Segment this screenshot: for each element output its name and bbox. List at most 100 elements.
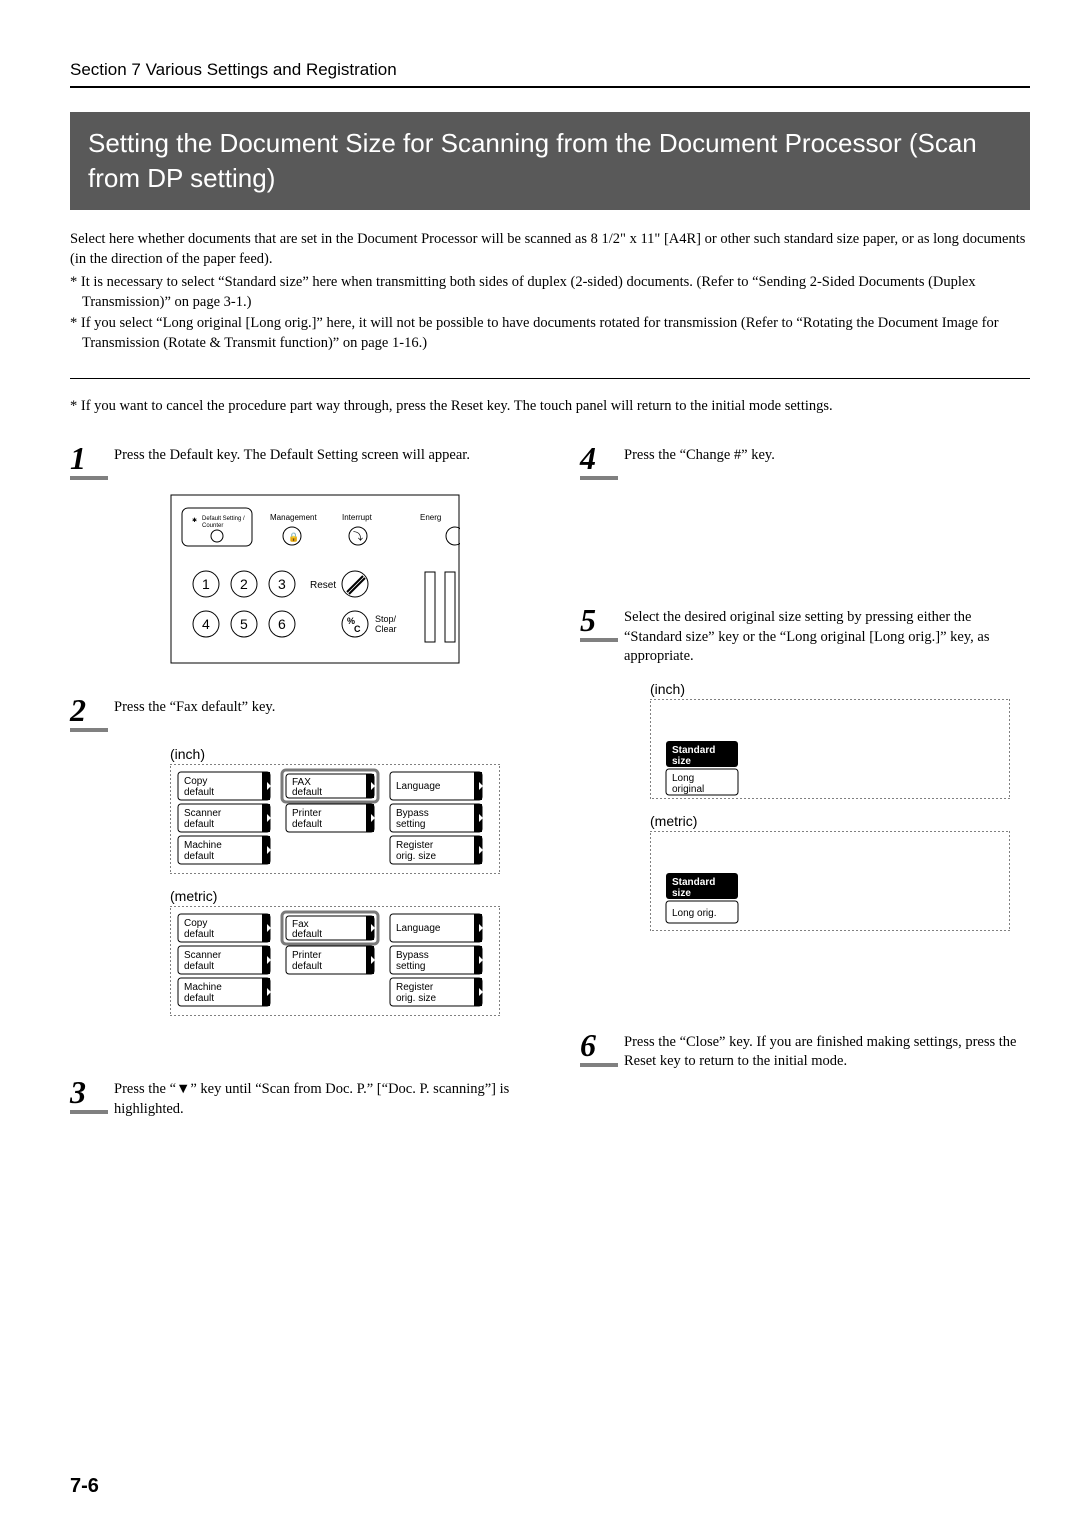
- defaults-figure-inch: (inch) Copydefault FAXdefault Language S…: [170, 746, 520, 1016]
- content-columns: 1 Press the Default key. The Default Set…: [70, 442, 1030, 1133]
- svg-text:Bypass: Bypass: [396, 950, 429, 961]
- step-text: Select the desired original size setting…: [624, 604, 1030, 667]
- svg-text:Standard: Standard: [672, 745, 715, 756]
- svg-text:default: default: [184, 993, 214, 1004]
- step-6: 6 Press the “Close” key. If you are fini…: [580, 1029, 1030, 1072]
- keypad-label: Stop/: [375, 614, 397, 624]
- step-underline: [70, 476, 108, 480]
- svg-text:Register: Register: [396, 982, 434, 993]
- step-underline: [70, 1110, 108, 1114]
- step-5: 5 Select the desired original size setti…: [580, 604, 1030, 667]
- spacer: [580, 494, 1030, 604]
- svg-text:size: size: [672, 756, 691, 767]
- step-underline: [580, 1063, 618, 1067]
- unit-label: (inch): [170, 746, 520, 762]
- keypad-label: C: [354, 624, 361, 634]
- svg-text:default: default: [292, 819, 322, 830]
- left-column: 1 Press the Default key. The Default Set…: [70, 442, 520, 1133]
- keypad-digit: 2: [240, 576, 248, 592]
- step-2: 2 Press the “Fax default” key.: [70, 694, 520, 732]
- unit-label: (metric): [170, 888, 520, 904]
- step-underline: [580, 638, 618, 642]
- step-number: 1: [70, 442, 114, 474]
- step-4: 4 Press the “Change #” key.: [580, 442, 1030, 480]
- cancel-note: * If you want to cancel the procedure pa…: [70, 397, 1030, 417]
- step-number: 4: [580, 442, 624, 474]
- step-number-wrap: 6: [580, 1029, 624, 1067]
- step-number-wrap: 5: [580, 604, 624, 642]
- svg-text:Counter: Counter: [202, 523, 223, 529]
- step-number: 3: [70, 1076, 114, 1108]
- svg-text:Long orig.: Long orig.: [672, 908, 716, 919]
- step-number-wrap: 4: [580, 442, 624, 480]
- step-text: Press the “▼” key until “Scan from Doc. …: [114, 1076, 520, 1119]
- svg-text:Printer: Printer: [292, 950, 322, 961]
- step-underline: [580, 476, 618, 480]
- svg-text:default: default: [292, 961, 322, 972]
- keypad-digit: 5: [240, 616, 248, 632]
- keypad-figure: ✱ Default Setting / Counter Management 🔒…: [170, 494, 520, 664]
- svg-text:Scanner: Scanner: [184, 950, 222, 961]
- svg-text:🔒: 🔒: [288, 532, 299, 542]
- page-title: Setting the Document Size for Scanning f…: [70, 112, 1030, 210]
- svg-text:orig. size: orig. size: [396, 851, 436, 862]
- right-column: 4 Press the “Change #” key. 5 Select the…: [580, 442, 1030, 1133]
- divider: [70, 378, 1030, 379]
- step-number-wrap: 2: [70, 694, 114, 732]
- step-number-wrap: 1: [70, 442, 114, 480]
- step-number: 6: [580, 1029, 624, 1061]
- intro-text: Select here whether documents that are s…: [70, 230, 1030, 269]
- step-text: Press the “Fax default” key.: [114, 694, 275, 718]
- keypad-label: Default Setting /: [202, 516, 245, 522]
- step-number: 5: [580, 604, 624, 636]
- keypad-label: Management: [270, 513, 317, 522]
- step-text: Press the “Close” key. If you are finish…: [624, 1029, 1030, 1072]
- svg-text:Register: Register: [396, 840, 434, 851]
- svg-text:Bypass: Bypass: [396, 808, 429, 819]
- spacer: [580, 959, 1030, 1029]
- step-text: Press the “Change #” key.: [624, 442, 775, 466]
- svg-text:Machine: Machine: [184, 840, 222, 851]
- defaults-svg: Copydefault FAXdefault Language Scannerd…: [170, 764, 500, 874]
- keypad-svg: ✱ Default Setting / Counter Management 🔒…: [170, 494, 460, 664]
- section-header: Section 7 Various Settings and Registrat…: [70, 60, 1030, 88]
- svg-text:original: original: [672, 784, 704, 795]
- keypad-label: Interrupt: [342, 513, 373, 522]
- svg-text:Machine: Machine: [184, 982, 222, 993]
- svg-text:Language: Language: [396, 923, 441, 934]
- svg-text:default: default: [184, 819, 214, 830]
- defaults-svg-metric: Copydefault Faxdefault Language Scannerd…: [170, 906, 500, 1016]
- keypad-label: Energ: [420, 513, 441, 522]
- svg-text:Scanner: Scanner: [184, 808, 222, 819]
- svg-text:Copy: Copy: [184, 776, 207, 787]
- keypad-digit: 4: [202, 616, 210, 632]
- keypad-digit: 3: [278, 576, 286, 592]
- svg-text:Language: Language: [396, 781, 441, 792]
- note-2: * If you select “Long original [Long ori…: [70, 314, 1030, 353]
- svg-text:default: default: [292, 929, 322, 940]
- keypad-label: Reset: [310, 580, 336, 591]
- keypad-label: Clear: [375, 624, 397, 634]
- keypad-digit: 1: [202, 576, 210, 592]
- svg-text:Printer: Printer: [292, 808, 322, 819]
- step-number-wrap: 3: [70, 1076, 114, 1114]
- svg-text:default: default: [184, 787, 214, 798]
- size-figure: (inch) Standard size Long original (metr…: [650, 681, 1030, 931]
- svg-text:default: default: [292, 787, 322, 798]
- unit-label: (metric): [650, 813, 1030, 829]
- step-3: 3 Press the “▼” key until “Scan from Doc…: [70, 1076, 520, 1119]
- step-text: Press the Default key. The Default Setti…: [114, 442, 470, 466]
- svg-text:orig. size: orig. size: [396, 993, 436, 1004]
- size-svg-metric: Standard size Long orig.: [650, 831, 1010, 931]
- svg-text:✱: ✱: [192, 517, 197, 524]
- svg-text:setting: setting: [396, 819, 425, 830]
- svg-text:setting: setting: [396, 961, 425, 972]
- unit-label: (inch): [650, 681, 1030, 697]
- svg-text:Copy: Copy: [184, 918, 207, 929]
- keypad-digit: 6: [278, 616, 286, 632]
- step-1: 1 Press the Default key. The Default Set…: [70, 442, 520, 480]
- svg-text:default: default: [184, 851, 214, 862]
- step-number: 2: [70, 694, 114, 726]
- svg-text:size: size: [672, 888, 691, 899]
- svg-text:default: default: [184, 929, 214, 940]
